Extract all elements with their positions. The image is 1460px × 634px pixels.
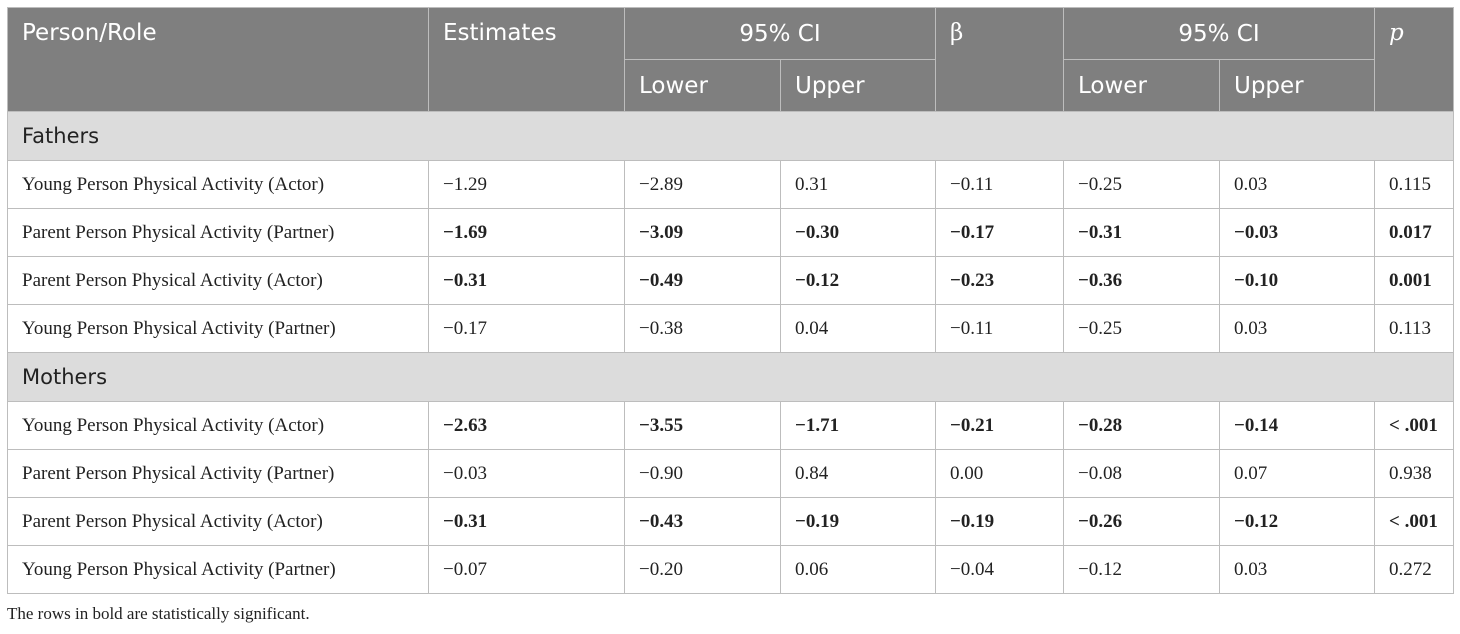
table-row: Parent Person Physical Activity (Actor) −… xyxy=(7,256,1454,305)
estimate-cell: −0.07 xyxy=(428,545,625,594)
header-p: p xyxy=(1374,7,1454,112)
table-row: Young Person Physical Activity (Actor) −2… xyxy=(7,401,1454,450)
upper-ci-cell: 0.06 xyxy=(780,545,936,594)
group-label: Fathers xyxy=(7,111,1454,161)
beta-upper-ci-cell: −0.03 xyxy=(1219,208,1375,257)
estimate-cell: −0.17 xyxy=(428,304,625,353)
header-lower-2: Lower xyxy=(1063,59,1220,112)
beta-upper-ci-cell: −0.10 xyxy=(1219,256,1375,305)
lower-ci-cell: −0.90 xyxy=(624,449,781,498)
table-row: Parent Person Physical Activity (Partner… xyxy=(7,208,1454,257)
p-value-cell: 0.115 xyxy=(1374,160,1454,209)
role-cell: Parent Person Physical Activity (Actor) xyxy=(7,497,429,546)
beta-upper-ci-cell: 0.03 xyxy=(1219,160,1375,209)
beta-cell: −0.21 xyxy=(935,401,1064,450)
beta-lower-ci-cell: −0.28 xyxy=(1063,401,1220,450)
beta-upper-ci-cell: −0.14 xyxy=(1219,401,1375,450)
beta-cell: −0.11 xyxy=(935,160,1064,209)
beta-cell: 0.00 xyxy=(935,449,1064,498)
lower-ci-cell: −0.43 xyxy=(624,497,781,546)
upper-ci-cell: −0.19 xyxy=(780,497,936,546)
upper-ci-cell: 0.84 xyxy=(780,449,936,498)
role-cell: Young Person Physical Activity (Partner) xyxy=(7,545,429,594)
p-value-cell: 0.272 xyxy=(1374,545,1454,594)
table-row: Young Person Physical Activity (Partner)… xyxy=(7,545,1454,594)
upper-ci-cell: 0.31 xyxy=(780,160,936,209)
header-beta: β xyxy=(935,7,1064,112)
header-upper-1: Upper xyxy=(780,59,936,112)
upper-ci-cell: −1.71 xyxy=(780,401,936,450)
p-value-cell: < .001 xyxy=(1374,401,1454,450)
beta-lower-ci-cell: −0.26 xyxy=(1063,497,1220,546)
estimate-cell: −1.69 xyxy=(428,208,625,257)
estimate-cell: −1.29 xyxy=(428,160,625,209)
role-cell: Parent Person Physical Activity (Partner… xyxy=(7,208,429,257)
group-row-fathers: Fathers xyxy=(7,111,1454,161)
beta-lower-ci-cell: −0.08 xyxy=(1063,449,1220,498)
table-row: Parent Person Physical Activity (Partner… xyxy=(7,449,1454,498)
beta-lower-ci-cell: −0.25 xyxy=(1063,304,1220,353)
role-cell: Young Person Physical Activity (Actor) xyxy=(7,160,429,209)
table-header: Person/Role Estimates 95% CI β 95% CI p … xyxy=(7,7,1454,112)
upper-ci-cell: −0.12 xyxy=(780,256,936,305)
role-cell: Parent Person Physical Activity (Actor) xyxy=(7,256,429,305)
table-footnote: The rows in bold are statistically signi… xyxy=(7,604,310,623)
beta-lower-ci-cell: −0.25 xyxy=(1063,160,1220,209)
beta-cell: −0.23 xyxy=(935,256,1064,305)
beta-cell: −0.04 xyxy=(935,545,1064,594)
beta-lower-ci-cell: −0.31 xyxy=(1063,208,1220,257)
role-cell: Young Person Physical Activity (Partner) xyxy=(7,304,429,353)
header-estimates: Estimates xyxy=(428,7,625,112)
p-value-cell: 0.938 xyxy=(1374,449,1454,498)
p-value-cell: < .001 xyxy=(1374,497,1454,546)
role-cell: Young Person Physical Activity (Actor) xyxy=(7,401,429,450)
header-upper-2: Upper xyxy=(1219,59,1375,112)
header-ci-estimates: 95% CI xyxy=(624,7,936,60)
beta-upper-ci-cell: −0.12 xyxy=(1219,497,1375,546)
table-row: Young Person Physical Activity (Partner)… xyxy=(7,304,1454,353)
beta-lower-ci-cell: −0.36 xyxy=(1063,256,1220,305)
results-table: Person/Role Estimates 95% CI β 95% CI p … xyxy=(7,7,1454,594)
upper-ci-cell: 0.04 xyxy=(780,304,936,353)
p-value-cell: 0.113 xyxy=(1374,304,1454,353)
estimate-cell: −0.31 xyxy=(428,256,625,305)
beta-upper-ci-cell: 0.03 xyxy=(1219,545,1375,594)
header-person-role: Person/Role xyxy=(7,7,429,112)
table-body: Fathers Young Person Physical Activity (A… xyxy=(7,111,1454,594)
beta-cell: −0.19 xyxy=(935,497,1064,546)
p-value-cell: 0.017 xyxy=(1374,208,1454,257)
lower-ci-cell: −3.09 xyxy=(624,208,781,257)
estimate-cell: −0.03 xyxy=(428,449,625,498)
lower-ci-cell: −0.38 xyxy=(624,304,781,353)
role-cell: Parent Person Physical Activity (Partner… xyxy=(7,449,429,498)
lower-ci-cell: −3.55 xyxy=(624,401,781,450)
beta-upper-ci-cell: 0.03 xyxy=(1219,304,1375,353)
lower-ci-cell: −2.89 xyxy=(624,160,781,209)
group-row-mothers: Mothers xyxy=(7,352,1454,402)
group-label: Mothers xyxy=(7,352,1454,402)
beta-lower-ci-cell: −0.12 xyxy=(1063,545,1220,594)
table-row: Young Person Physical Activity (Actor) −1… xyxy=(7,160,1454,209)
beta-upper-ci-cell: 0.07 xyxy=(1219,449,1375,498)
beta-cell: −0.11 xyxy=(935,304,1064,353)
header-ci-beta: 95% CI xyxy=(1063,7,1375,60)
header-lower-1: Lower xyxy=(624,59,781,112)
upper-ci-cell: −0.30 xyxy=(780,208,936,257)
beta-cell: −0.17 xyxy=(935,208,1064,257)
lower-ci-cell: −0.20 xyxy=(624,545,781,594)
table-row: Parent Person Physical Activity (Actor) −… xyxy=(7,497,1454,546)
p-value-cell: 0.001 xyxy=(1374,256,1454,305)
estimate-cell: −0.31 xyxy=(428,497,625,546)
estimate-cell: −2.63 xyxy=(428,401,625,450)
lower-ci-cell: −0.49 xyxy=(624,256,781,305)
